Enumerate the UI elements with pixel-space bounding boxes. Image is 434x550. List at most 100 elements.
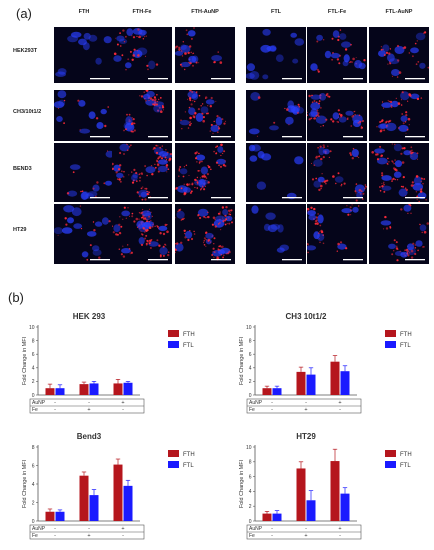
scale-bar	[211, 197, 231, 199]
micrograph-hek293t-ftl-aunp	[369, 27, 429, 83]
bar-ftl-fe	[306, 500, 316, 521]
legend-swatch-ftl	[168, 341, 179, 348]
bar-ftl-aunp	[340, 493, 350, 521]
micrograph-bend3-fth	[54, 143, 114, 202]
bar-ftl-fe	[89, 495, 99, 521]
bar-fth-aunp	[330, 361, 340, 395]
y-tick-label: 4	[32, 366, 35, 372]
scale-bar	[343, 136, 363, 138]
micrograph-hek293t-fth-aunp	[175, 27, 235, 83]
scale-bar	[148, 259, 168, 261]
micrograph-ht29-fth-fe	[112, 204, 172, 264]
condition-sign: -	[54, 526, 56, 532]
y-axis-label: Fold Change in MFI	[22, 459, 28, 508]
scale-bar	[90, 136, 110, 138]
legend-swatch-fth	[168, 450, 179, 457]
legend-label-fth: FTH	[400, 332, 412, 338]
bar-ftl-fe	[89, 383, 99, 395]
chart-title: CH3 10t1/2	[286, 312, 327, 321]
bar-fth-aunp	[330, 461, 340, 521]
y-tick-label: 4	[249, 489, 252, 495]
bar-fth-aunp	[113, 464, 123, 521]
scale-bar	[343, 197, 363, 199]
legend-swatch-ftl	[385, 461, 396, 468]
scale-bar	[211, 259, 231, 261]
scale-bar	[90, 197, 110, 199]
legend-swatch-ftl	[168, 461, 179, 468]
y-tick-label: 2	[249, 379, 252, 385]
bar-fth-control	[45, 511, 55, 521]
condition-sign: -	[271, 526, 273, 532]
scale-bar	[405, 78, 425, 80]
y-axis-label: Fold Change in MFI	[22, 336, 28, 385]
bar-ftl-aunp	[340, 371, 350, 395]
condition-label-aunp: AuNP	[32, 400, 46, 406]
y-tick-label: 10	[246, 325, 252, 331]
micrograph-hek293t-fth-fe	[112, 27, 172, 83]
y-tick-label: 6	[249, 474, 252, 480]
micrograph-ch3-10t1-2-fth-aunp	[175, 90, 235, 141]
micrograph-bend3-fth-aunp	[175, 143, 235, 202]
scale-bar	[282, 259, 302, 261]
column-header-fth-aunp: FTH-AuNP	[191, 9, 219, 15]
scale-bar	[211, 136, 231, 138]
legend-label-ftl: FTL	[183, 463, 194, 469]
y-axis-label: Fold Change in MFI	[239, 459, 245, 508]
bar-ftl-control	[272, 388, 282, 395]
condition-sign: -	[271, 533, 273, 539]
scale-bar	[343, 259, 363, 261]
condition-sign: +	[304, 407, 307, 413]
bar-fth-fe	[296, 468, 306, 521]
row-header-bend3: BEND3	[13, 165, 32, 172]
condition-sign: -	[88, 400, 90, 406]
y-tick-label: 2	[32, 500, 35, 506]
micrograph-ch3-10t1-2-fth-fe	[112, 90, 172, 141]
column-header-fth-fe: FTH-Fe	[132, 9, 152, 15]
micrograph-bend3-ftl-aunp	[369, 143, 429, 202]
micrograph-ch3-10t1-2-fth	[54, 90, 114, 141]
legend-label-fth: FTH	[400, 452, 412, 458]
condition-label-fe: Fe	[249, 407, 255, 413]
legend-label-ftl: FTL	[183, 343, 194, 349]
legend-swatch-fth	[385, 330, 396, 337]
condition-label-fe: Fe	[32, 533, 38, 539]
micrograph-hek293t-ftl-fe	[307, 27, 367, 83]
y-tick-label: 0	[32, 519, 35, 525]
chart-title: HEK 293	[73, 312, 106, 321]
scale-bar	[282, 78, 302, 80]
condition-sign: +	[304, 533, 307, 539]
chart-title: Bend3	[77, 432, 102, 441]
microscopy-grid: FTH FTH-Fe FTH-AuNP FTL FTL-Fe FTL-AuNP HEK293…	[0, 0, 434, 270]
legend-swatch-fth	[168, 330, 179, 337]
micrograph-ht29-ftl-fe	[307, 204, 367, 264]
bar-fth-fe	[296, 371, 306, 395]
bar-ftl-aunp	[123, 382, 133, 395]
chart-ch3-10t12: CH3 10t1/2 Fold Change in MFI 0 2 4 6 8 10 AuNP -…	[239, 312, 412, 414]
y-tick-label: 2	[32, 379, 35, 385]
y-tick-label: 10	[246, 445, 252, 451]
micrograph-hek293t-fth	[54, 27, 114, 83]
bar-ftl-control	[55, 388, 65, 395]
chart-title: HT29	[296, 432, 316, 441]
column-header-ftl-aunp: FTL-AuNP	[385, 9, 413, 15]
scale-bar	[90, 78, 110, 80]
y-tick-label: 8	[32, 338, 35, 344]
legend-label-fth: FTH	[183, 452, 195, 458]
y-tick-label: 8	[32, 445, 35, 451]
legend-label-fth: FTH	[183, 332, 195, 338]
row-header-ch3-10t1-2: CH3/10t1/2	[13, 108, 42, 115]
scale-bar	[405, 136, 425, 138]
y-tick-label: 4	[249, 366, 252, 372]
legend-swatch-ftl	[385, 341, 396, 348]
y-tick-label: 4	[32, 482, 35, 488]
row-header-hek293t: HEK293T	[13, 48, 38, 54]
micrograph-ht29-ftl	[246, 204, 306, 264]
bar-fth-control	[45, 388, 55, 395]
y-tick-label: 0	[249, 393, 252, 399]
scale-bar	[148, 78, 168, 80]
y-tick-label: 0	[32, 393, 35, 399]
panel-a-label: (a)	[16, 6, 32, 21]
y-tick-label: 8	[249, 338, 252, 344]
bar-fth-aunp	[113, 383, 123, 395]
column-header-ftl-fe: FTL-Fe	[327, 9, 347, 15]
